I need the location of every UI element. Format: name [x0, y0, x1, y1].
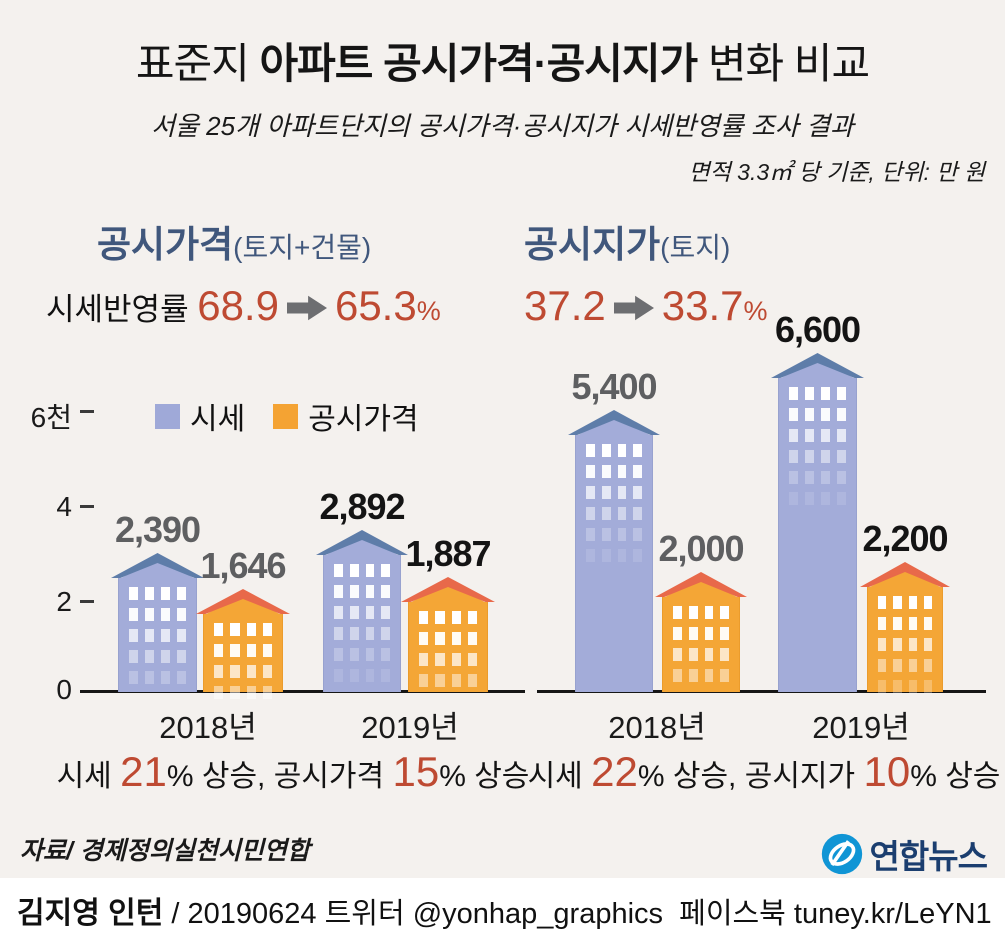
bar-value-label: 2,200: [862, 518, 948, 559]
building-roof-icon: [111, 553, 204, 578]
y-tick-dash: [80, 505, 94, 508]
legend-label-market: 시세: [190, 403, 246, 436]
x-label-2019-left: 2019년: [361, 710, 459, 745]
caption-text: 시세: [527, 760, 592, 793]
building-roof-icon: [401, 577, 495, 602]
byline-info: / 20190624 트위터 @yonhap_graphics 페이스북 tun…: [163, 898, 992, 930]
legend-swatch-market: [155, 403, 180, 429]
building-windows: [204, 623, 282, 699]
caption-number: 21: [120, 748, 167, 795]
bar-building-공시지가-2018년: [655, 571, 747, 692]
title-bold: 아파트 공시가격·공시지가: [259, 40, 698, 87]
section-title: 공시가격: [97, 224, 234, 265]
reflection-rate-left: 시세반영률 68.9 65.3%: [46, 282, 441, 330]
bar-building-공시지가-2019년: [860, 561, 950, 693]
section-title: 공시지가: [524, 224, 661, 265]
bar-value-label: 2,892: [319, 486, 405, 527]
x-axis-left: [80, 690, 525, 693]
bar-building-시세-2019년: [316, 529, 408, 692]
building-windows: [324, 564, 400, 682]
y-tick-dash: [80, 600, 94, 603]
rate-percent-sign: %: [416, 296, 441, 326]
building-windows: [576, 444, 652, 562]
byline: 김지영 인턴 / 20190624 트위터 @yonhap_graphics 페…: [17, 888, 992, 931]
bar-value-label: 1,887: [405, 533, 491, 574]
caption-text: 시세: [56, 760, 121, 793]
section-header-official-price: 공시가격(토지+건물): [97, 214, 371, 268]
building-windows: [663, 606, 739, 682]
y-tick-2000: 2: [56, 586, 72, 617]
caption-text: % 상승, 공시가격: [166, 760, 393, 793]
reflection-rate-right: 37.2 33.7%: [524, 282, 768, 330]
rate-label: 시세반영률: [46, 292, 198, 327]
right-arrow-icon: [286, 295, 327, 321]
rate-to: 65.3: [334, 282, 417, 329]
building-windows: [868, 596, 942, 693]
caption-number: 10: [863, 748, 911, 795]
caption-text: % 상승, 공시지가: [637, 760, 864, 793]
yonhap-logo-icon: [821, 833, 862, 875]
title-pre: 표준지: [135, 40, 260, 87]
bar-building-공시가격-2019년: [401, 576, 495, 692]
bar-value-label: 2,390: [114, 509, 201, 550]
bar-building-시세-2018년: [111, 552, 204, 692]
caption-right: 시세 22% 상승, 공시지가 10% 상승: [528, 748, 1001, 796]
bar-value-label: 5,400: [571, 366, 657, 407]
yonhap-logo: 연합뉴스: [820, 830, 988, 878]
title-post: 변화 비교: [697, 40, 870, 87]
y-tick-0: 0: [56, 674, 72, 705]
byline-strip: [0, 878, 1005, 931]
section-header-official-land-price: 공시지가(토지): [524, 214, 730, 268]
page-title: 표준지 아파트 공시가격·공시지가 변화 비교: [0, 30, 1005, 91]
right-arrow-icon: [613, 295, 654, 321]
bar-value-label: 2,000: [658, 528, 744, 569]
rate-to: 33.7: [661, 282, 744, 329]
caption-number: 15: [392, 748, 440, 795]
bar-building-시세-2018년: [568, 409, 660, 692]
building-windows: [409, 611, 487, 687]
legend-swatch-official: [273, 403, 299, 429]
section-subtitle: (토지): [660, 232, 731, 263]
y-tick-4000: 4: [56, 491, 72, 522]
legend-label-official: 공시가격: [308, 403, 419, 436]
building-roof-icon: [568, 410, 660, 435]
x-label-2018-left: 2018년: [159, 710, 257, 745]
caption-text: % 상승: [439, 760, 530, 793]
unit-note: 면적 3.3㎡ 당 기준, 단위: 만 원: [688, 159, 985, 185]
subtitle: 서울 25개 아파트단지의 공시가격·공시지가 시세반영률 조사 결과: [151, 111, 854, 141]
bar-building-공시가격-2018년: [196, 588, 290, 699]
byline-author: 김지영 인턴: [17, 897, 164, 930]
y-tick-6000: 6천: [30, 402, 72, 433]
building-roof-icon: [771, 353, 864, 378]
x-axis-right: [537, 690, 986, 693]
source-credit: 자료/ 경제정의실천시민연합: [20, 837, 310, 865]
rate-from: 37.2: [524, 282, 606, 329]
yonhap-logo-text: 연합뉴스: [869, 838, 988, 875]
y-tick-dash: [80, 410, 94, 413]
legend: 시세 공시가격: [155, 394, 437, 438]
caption-left: 시세 21% 상승, 공시가격 15% 상승: [57, 748, 530, 796]
caption-text: % 상승: [910, 760, 1001, 793]
rate-percent-sign: %: [743, 296, 768, 326]
building-roof-icon: [860, 562, 950, 587]
building-windows: [779, 387, 856, 505]
x-label-2018-right: 2018년: [608, 710, 706, 745]
building-windows: [119, 587, 196, 684]
rate-from: 68.9: [197, 282, 279, 329]
bar-value-label: 1,646: [200, 545, 286, 586]
caption-number: 22: [591, 748, 638, 795]
bar-building-시세-2019년: [771, 352, 864, 692]
building-roof-icon: [316, 530, 408, 555]
bar-value-label: 6,600: [774, 309, 861, 350]
x-label-2019-right: 2019년: [812, 710, 910, 745]
building-roof-icon: [196, 589, 290, 614]
section-subtitle: (토지+건물): [233, 232, 372, 263]
building-roof-icon: [655, 572, 747, 597]
